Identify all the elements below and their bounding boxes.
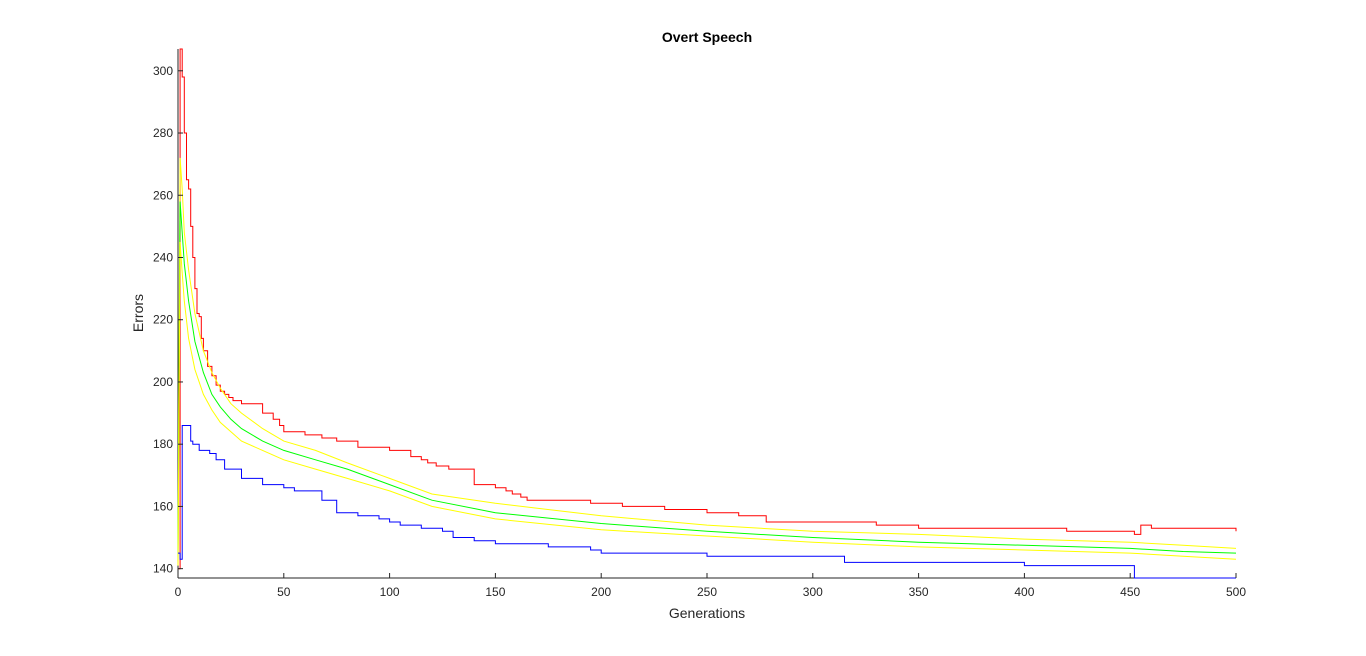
x-tick-label: 100	[380, 585, 400, 599]
y-tick-label: 280	[153, 126, 173, 140]
x-tick-label: 150	[485, 585, 505, 599]
y-tick-label: 200	[153, 375, 173, 389]
series-line-5	[178, 425, 1236, 579]
y-tick-label: 160	[153, 499, 173, 513]
x-tick-label: 450	[1120, 585, 1140, 599]
y-tick-label: 240	[153, 250, 173, 264]
y-tick-label: 220	[153, 313, 173, 327]
x-tick-label: 400	[1014, 585, 1034, 599]
series-line-4	[177, 241, 1237, 566]
y-axis-ticks: 140 160 180 200 220 240 260 280 300	[153, 64, 183, 576]
y-tick-label: 180	[153, 437, 173, 451]
plot-area: 0 50 100 150 200 250 300 350 400 450 500 140 160 180…	[153, 48, 1246, 599]
x-axis-label: Generations	[669, 605, 745, 621]
x-tick-label: 500	[1226, 585, 1246, 599]
y-tick-label: 300	[153, 64, 173, 78]
x-axis-ticks: 0 50 100 150 200 250 300 350 400 450 500	[175, 573, 1246, 599]
x-tick-label: 300	[803, 585, 823, 599]
x-tick-label: 50	[277, 585, 291, 599]
y-tick-label: 260	[153, 188, 173, 202]
x-tick-label: 350	[909, 585, 929, 599]
y-tick-label: 140	[153, 562, 173, 576]
series-line-3	[177, 201, 1237, 560]
y-axis-label: Errors	[130, 294, 146, 332]
x-tick-label: 200	[591, 585, 611, 599]
x-tick-label: 250	[697, 585, 717, 599]
chart-title: Overt Speech	[662, 29, 752, 45]
x-tick-label: 0	[175, 585, 182, 599]
series-line-1	[178, 48, 1237, 570]
series-line-2	[177, 157, 1237, 554]
series-layer	[177, 48, 1237, 579]
